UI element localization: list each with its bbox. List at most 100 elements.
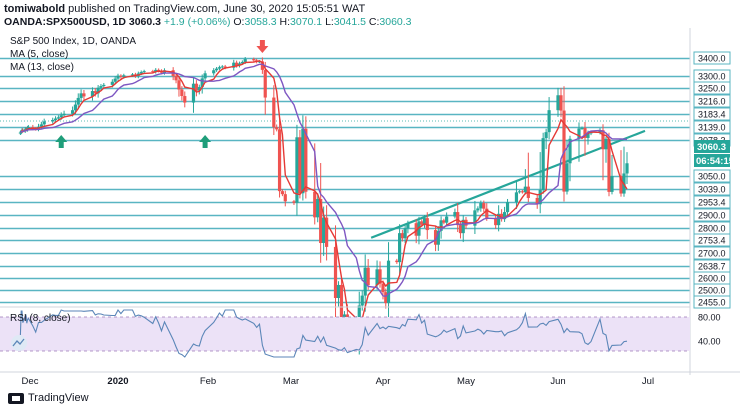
low-value: 3041.5 <box>333 16 366 28</box>
candle-body-33 <box>122 75 126 77</box>
candle-body-50 <box>194 83 198 91</box>
candle-body-123 <box>485 208 489 218</box>
high-label: H: <box>279 16 291 28</box>
last-price: 3060.3 <box>128 16 161 28</box>
price-level-box-0 <box>693 51 731 65</box>
candle-body-28 <box>102 84 106 87</box>
candle-body-107 <box>422 218 427 225</box>
candle-body-84 <box>333 246 338 298</box>
ma13-legend[interactable]: MA (13, close) <box>10 62 74 73</box>
candle-body-101 <box>400 233 404 239</box>
candle-body-32 <box>119 75 123 77</box>
candle-body-58 <box>223 66 227 68</box>
price-level-box-9 <box>693 195 731 209</box>
candle-body-74 <box>292 201 296 203</box>
candle-body-113 <box>445 216 449 223</box>
horizontal-levels <box>0 57 690 304</box>
time-axis: Dec 2020 Feb Mar Apr May Jun Jul <box>0 371 740 387</box>
author-name[interactable]: tomiwabold <box>4 3 66 15</box>
price-level-label-16: 2500.0 <box>698 286 726 296</box>
candle-body-55 <box>214 68 219 71</box>
time-tick-jun: Jun <box>550 376 565 387</box>
candle-body-57 <box>220 66 224 68</box>
candle-body-93 <box>366 267 370 286</box>
candle-body-153 <box>610 176 614 192</box>
candle-body-122 <box>482 203 486 209</box>
rsi-pane: 80.00 40.00 <box>0 306 721 358</box>
published-text: published on TradingView.com, June 30, 2… <box>68 3 366 15</box>
candle-body-53 <box>203 73 207 79</box>
candle-body-108 <box>425 218 429 231</box>
candle-body-45 <box>174 76 178 81</box>
time-tick-2020: 2020 <box>107 376 128 387</box>
candle-body-100 <box>398 233 402 263</box>
candle-body-54 <box>212 70 216 74</box>
candle-body-102 <box>403 228 407 239</box>
tradingview-brand[interactable]: TradingView <box>8 392 89 404</box>
candle-body-29 <box>110 81 114 85</box>
rsi-legend[interactable]: RSI (8, close) <box>10 313 71 324</box>
candle-body-152 <box>607 138 611 192</box>
candle-body-114 <box>453 212 457 217</box>
arrows <box>55 40 363 329</box>
high-value: 3070.1 <box>290 16 323 28</box>
price-level-box-8 <box>693 182 731 196</box>
candle-body-64 <box>252 59 256 61</box>
candle-body-30 <box>113 78 117 82</box>
candle-body-95 <box>378 269 382 284</box>
candle-body-76 <box>298 137 302 194</box>
candle-body-13 <box>42 121 46 125</box>
candle-body-24 <box>90 91 95 97</box>
arrow-up-icon <box>55 135 68 148</box>
candle-body-86 <box>339 284 344 320</box>
candle-body-46 <box>177 80 181 90</box>
price-level-label-14: 2638.7 <box>698 262 726 272</box>
price-level-label-0: 3400.0 <box>698 54 726 64</box>
candle-body-110 <box>436 230 440 245</box>
ascending-trendline <box>370 129 646 239</box>
trendline <box>370 129 646 239</box>
candle-body-145 <box>580 128 584 130</box>
price-level-label-3: 3216.0 <box>698 97 726 107</box>
price-axis: 3400.03300.03250.03216.03183.43139.03078… <box>689 28 735 375</box>
candle-body-124 <box>494 217 498 226</box>
price-level-label-12: 2753.4 <box>698 236 726 246</box>
brand-label: TradingView <box>28 392 89 404</box>
time-tick-feb: Feb <box>200 376 216 387</box>
arrow-down-icon <box>256 40 269 53</box>
candle-body-48 <box>183 96 187 103</box>
candle-body-77 <box>301 128 305 194</box>
candle-body-147 <box>586 133 590 138</box>
candle-body-14 <box>51 119 55 122</box>
candle-body-135 <box>538 190 542 205</box>
candle-body-138 <box>547 110 551 133</box>
candle-body-78 <box>304 128 308 192</box>
candle-body-154 <box>619 176 623 194</box>
candle-body-140 <box>559 95 563 111</box>
candle-body-119 <box>473 210 477 226</box>
candle-body-66 <box>257 61 262 63</box>
candle-body-63 <box>243 59 247 62</box>
candle-body-68 <box>263 69 267 98</box>
price-level-label-10: 2900.0 <box>698 211 726 221</box>
candle-body-106 <box>420 221 424 225</box>
candle-body-130 <box>517 191 522 193</box>
candle-body-81 <box>319 199 323 244</box>
candle-body-39 <box>151 71 155 73</box>
price-level-box-2 <box>693 81 731 95</box>
ma13-line <box>19 63 628 298</box>
candle-body-143 <box>568 138 572 164</box>
price-level-label-13: 2700.0 <box>698 249 726 259</box>
ohlc-line: OANDA:SPX500USD, 1D 3060.3 +1.9 (+0.06%)… <box>4 16 412 28</box>
candle-body-120 <box>476 208 480 211</box>
rsi-collapse-icon-glyph <box>12 338 25 347</box>
candle-body-103 <box>406 223 410 229</box>
candle-body-99 <box>395 260 399 263</box>
tradingview-logo-icon <box>8 392 24 404</box>
price-level-label-5: 3139.0 <box>698 123 726 133</box>
arrow-up-icon <box>199 135 212 148</box>
candle-body-109 <box>433 230 438 245</box>
ma5-legend[interactable]: MA (5, close) <box>10 49 69 60</box>
candle-body-67 <box>260 61 264 70</box>
candle-body-41 <box>157 69 161 71</box>
